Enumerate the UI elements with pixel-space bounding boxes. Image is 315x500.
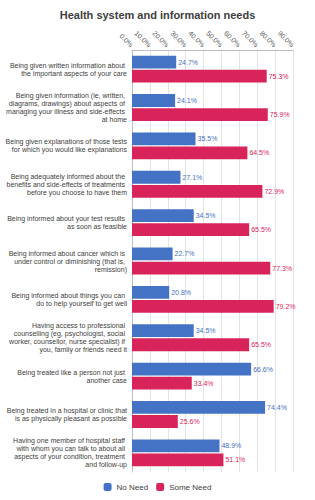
svg-text:33.4%: 33.4% [194, 380, 214, 387]
svg-text:Being given information (ie, w: Being given information (ie, written, [16, 92, 127, 100]
svg-text:74.4%: 74.4% [267, 404, 287, 411]
svg-text:80.0%: 80.0% [259, 30, 278, 49]
svg-text:at home: at home [102, 116, 127, 123]
svg-text:Health system and information: Health system and information needs [60, 9, 256, 21]
svg-text:Being informed about things yo: Being informed about things you can [11, 292, 127, 300]
svg-text:managing your illness and side: managing your illness and side-effects [6, 108, 127, 116]
svg-text:aspects of your condition, tre: aspects of your condition, treatment [14, 453, 127, 461]
svg-text:51.1%: 51.1% [225, 456, 245, 463]
svg-text:under control or diminishing (: under control or diminishing (that is, [14, 258, 127, 266]
svg-text:counselling (eg, psychologist,: counselling (eg, psychologist, social [14, 330, 127, 338]
svg-text:Some Need: Some Need [169, 483, 211, 492]
svg-text:Being adequately informed abou: Being adequately informed about the [11, 173, 127, 181]
svg-text:another case: another case [87, 377, 128, 384]
svg-text:34.5%: 34.5% [196, 327, 216, 334]
svg-text:20.0%: 20.0% [151, 30, 170, 49]
svg-text:do to help yourself to get wel: do to help yourself to get well [36, 300, 127, 308]
svg-text:0.0%: 0.0% [118, 32, 134, 48]
svg-text:72.9%: 72.9% [264, 188, 284, 195]
svg-text:50.0%: 50.0% [205, 30, 224, 49]
svg-text:the important aspects of your: the important aspects of your care [21, 70, 127, 78]
svg-text:65.5%: 65.5% [251, 341, 271, 348]
svg-text:you, family or friends need it: you, family or friends need it [39, 346, 127, 354]
svg-text:77.3%: 77.3% [272, 265, 292, 272]
svg-text:as soon as feasible: as soon as feasible [67, 223, 127, 230]
svg-text:No Need: No Need [117, 483, 149, 492]
svg-text:24.1%: 24.1% [177, 97, 197, 104]
svg-text:64.5%: 64.5% [249, 149, 269, 156]
svg-text:with whom you can talk to abou: with whom you can talk to about all [15, 445, 127, 453]
svg-text:60.0%: 60.0% [223, 30, 242, 49]
svg-text:75.9%: 75.9% [270, 111, 290, 118]
svg-text:65.5%: 65.5% [251, 226, 271, 233]
svg-text:for which you would like expla: for which you would like explanations [10, 146, 128, 154]
svg-text:Being informed about cancer wh: Being informed about cancer which is [9, 250, 127, 258]
svg-text:Being given written informatio: Being given written information about [10, 62, 127, 70]
svg-text:20.8%: 20.8% [171, 289, 191, 296]
svg-text:worker, counsellor, nurse spec: worker, counsellor, nurse specialist) if [8, 338, 127, 346]
svg-text:30.0%: 30.0% [169, 30, 188, 49]
svg-text:is as physically pleasant as p: is as physically pleasant as possible [13, 415, 127, 423]
svg-text:35.5%: 35.5% [198, 135, 218, 142]
svg-text:34.5%: 34.5% [196, 212, 216, 219]
svg-text:22.7%: 22.7% [175, 250, 195, 257]
svg-text:Being informed about your test: Being informed about your test results [7, 215, 127, 223]
svg-text:and follow-up: and follow-up [85, 461, 127, 469]
svg-text:Being treated in a hospital or: Being treated in a hospital or clinic th… [7, 407, 127, 415]
svg-text:25.6%: 25.6% [180, 418, 200, 425]
svg-text:66.6%: 66.6% [253, 366, 273, 373]
svg-text:48.9%: 48.9% [221, 442, 241, 449]
svg-text:70.0%: 70.0% [241, 30, 260, 49]
svg-text:diagrams, drawings) about aspe: diagrams, drawings) about aspects of [9, 100, 127, 108]
svg-text:75.3%: 75.3% [269, 73, 289, 80]
svg-text:10.0%: 10.0% [133, 30, 152, 49]
svg-text:40.0%: 40.0% [187, 30, 206, 49]
svg-text:before you choose to have them: before you choose to have them [27, 189, 127, 197]
svg-text:Being given explanations of th: Being given explanations of those tests [6, 138, 128, 146]
svg-text:79.2%: 79.2% [276, 303, 296, 310]
svg-text:24.7%: 24.7% [178, 59, 198, 66]
svg-text:Having access to professional: Having access to professional [32, 322, 127, 330]
svg-text:27.1%: 27.1% [182, 174, 202, 181]
svg-text:Having one member of hospital: Having one member of hospital staff [13, 437, 127, 445]
svg-text:remission): remission) [95, 266, 127, 274]
svg-text:Being treated like a person no: Being treated like a person not just [17, 369, 127, 377]
svg-text:90.0%: 90.0% [277, 30, 296, 49]
svg-text:benefits and side-effects of t: benefits and side-effects of treatments [7, 181, 128, 188]
